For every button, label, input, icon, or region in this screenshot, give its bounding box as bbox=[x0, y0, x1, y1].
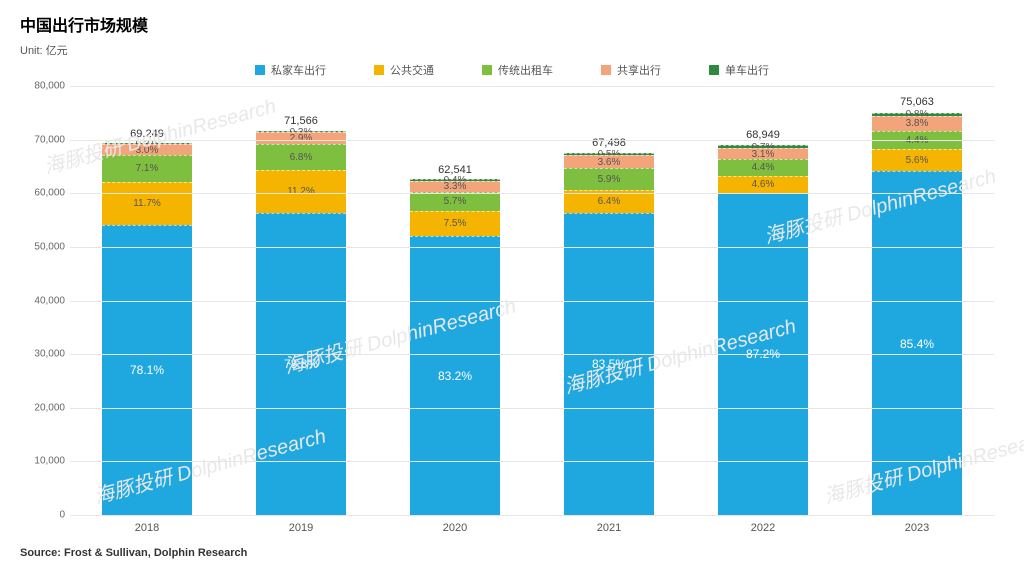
segment-label: 2.9% bbox=[290, 133, 313, 144]
bar-segment: 3.8% bbox=[872, 116, 962, 131]
bar-segment: 11.7% bbox=[102, 182, 192, 225]
bar-segment: 83.5% bbox=[564, 213, 654, 515]
unit-label: Unit: 亿元 bbox=[20, 42, 1004, 58]
segment-label: 6.4% bbox=[598, 196, 621, 207]
legend-label: 单车出行 bbox=[725, 62, 769, 78]
gridline bbox=[70, 515, 994, 516]
x-tick: 2021 bbox=[564, 522, 654, 534]
bar-segment: 5.7% bbox=[410, 192, 500, 211]
bar-segment: 78.8% bbox=[256, 213, 346, 515]
x-tick: 2022 bbox=[718, 522, 808, 534]
source-label: Source: Frost & Sullivan, Dolphin Resear… bbox=[20, 547, 247, 559]
y-tick: 70,000 bbox=[20, 134, 65, 145]
gridline bbox=[70, 193, 994, 194]
y-tick: 40,000 bbox=[20, 295, 65, 306]
bar-segment: 3.6% bbox=[564, 155, 654, 168]
segment-label: 78.8% bbox=[284, 357, 318, 371]
bar-total-label: 71,566 bbox=[284, 115, 318, 127]
y-tick: 20,000 bbox=[20, 402, 65, 413]
segment-label: 5.9% bbox=[598, 174, 621, 185]
bar-segment: 85.4% bbox=[872, 171, 962, 515]
bar-segment: 3.1% bbox=[718, 148, 808, 159]
y-tick: 80,000 bbox=[20, 81, 65, 92]
segment-label: 7.1% bbox=[136, 163, 159, 174]
legend: 私家车出行 公共交通 传统出租车 共享出行 单车出行 bbox=[20, 62, 1004, 78]
bar-segment: 7.1% bbox=[102, 155, 192, 181]
legend-swatch bbox=[374, 65, 384, 75]
bar-segment: 3.0% bbox=[102, 144, 192, 155]
segment-label: 3.6% bbox=[598, 157, 621, 168]
legend-item-private: 私家车出行 bbox=[255, 62, 326, 78]
bar-segment: 5.9% bbox=[564, 168, 654, 189]
plot-area: 69,2490.3%3.0%7.1%11.7%78.1%71,5660.3%2.… bbox=[70, 86, 994, 516]
segment-label: 83.5% bbox=[592, 357, 626, 371]
x-tick: 2018 bbox=[102, 522, 192, 534]
gridline bbox=[70, 86, 994, 87]
x-tick: 2023 bbox=[872, 522, 962, 534]
y-tick: 60,000 bbox=[20, 188, 65, 199]
bar-segment: 78.1% bbox=[102, 225, 192, 515]
legend-swatch bbox=[709, 65, 719, 75]
chart-container: 中国出行市场规模 Unit: 亿元 私家车出行 公共交通 传统出租车 共享出行 … bbox=[0, 0, 1024, 571]
segment-label: 7.5% bbox=[444, 218, 467, 229]
legend-swatch bbox=[601, 65, 611, 75]
gridline bbox=[70, 354, 994, 355]
legend-item-taxi: 传统出租车 bbox=[482, 62, 553, 78]
gridline bbox=[70, 247, 994, 248]
segment-label: 11.2% bbox=[287, 186, 315, 197]
bar-segment: 11.2% bbox=[256, 170, 346, 213]
segment-label: 85.4% bbox=[900, 337, 934, 351]
segment-label: 78.1% bbox=[130, 363, 164, 377]
legend-label: 传统出租车 bbox=[498, 62, 553, 78]
legend-swatch bbox=[482, 65, 492, 75]
gridline bbox=[70, 461, 994, 462]
bar-segment: 6.8% bbox=[256, 144, 346, 170]
bar-total-label: 62,541 bbox=[438, 164, 472, 176]
y-tick: 50,000 bbox=[20, 241, 65, 252]
segment-label: 3.1% bbox=[752, 149, 775, 160]
segment-label: 4.4% bbox=[752, 162, 775, 173]
legend-swatch bbox=[255, 65, 265, 75]
legend-item-share: 共享出行 bbox=[601, 62, 661, 78]
segment-label: 5.6% bbox=[906, 155, 929, 166]
segment-label: 83.2% bbox=[438, 369, 472, 383]
bar-segment: 7.5% bbox=[410, 211, 500, 236]
segment-label: 3.0% bbox=[136, 145, 159, 156]
gridline bbox=[70, 140, 994, 141]
segment-label: 4.6% bbox=[752, 179, 775, 190]
bar-total-label: 75,063 bbox=[900, 96, 934, 108]
bar-segment: 3.3% bbox=[410, 181, 500, 192]
y-tick: 30,000 bbox=[20, 349, 65, 360]
gridline bbox=[70, 408, 994, 409]
legend-label: 私家车出行 bbox=[271, 62, 326, 78]
x-axis: 2018 2019 2020 2021 2022 2023 bbox=[70, 522, 994, 534]
bar-segment: 4.4% bbox=[718, 159, 808, 175]
segment-label: 5.7% bbox=[444, 196, 467, 207]
legend-label: 公共交通 bbox=[390, 62, 434, 78]
y-tick: 0 bbox=[20, 510, 65, 521]
bar-segment: 5.6% bbox=[872, 149, 962, 172]
legend-item-bike: 单车出行 bbox=[709, 62, 769, 78]
bar-segment: 83.2% bbox=[410, 236, 500, 515]
gridline bbox=[70, 301, 994, 302]
x-tick: 2019 bbox=[256, 522, 346, 534]
segment-label: 3.8% bbox=[906, 118, 929, 129]
legend-label: 共享出行 bbox=[617, 62, 661, 78]
x-tick: 2020 bbox=[410, 522, 500, 534]
bar-segment: 2.9% bbox=[256, 132, 346, 143]
segment-label: 3.3% bbox=[444, 181, 467, 192]
segment-label: 6.8% bbox=[290, 152, 313, 163]
legend-item-public: 公共交通 bbox=[374, 62, 434, 78]
bar-segment: 4.6% bbox=[718, 176, 808, 193]
segment-label: 11.7% bbox=[133, 198, 161, 209]
y-tick: 10,000 bbox=[20, 456, 65, 467]
chart-title: 中国出行市场规模 bbox=[20, 12, 1004, 36]
